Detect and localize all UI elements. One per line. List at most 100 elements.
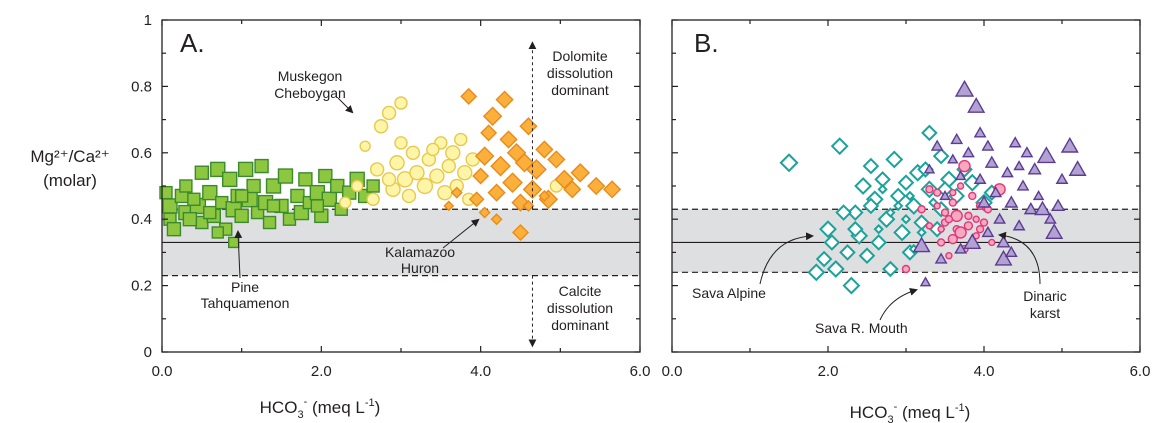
panel-b-series-0-point-2	[815, 250, 833, 268]
panel-a-y-tick-label: 0.4	[131, 211, 152, 228]
panel-b-series-2-point-16	[1004, 195, 1019, 208]
panel-b-series-0-point-18	[882, 260, 899, 278]
panel-a-series-0-point-2	[166, 221, 182, 237]
dinaric-label-line1: Dinaric	[1023, 288, 1067, 304]
panel-a-series-1-point-16	[429, 168, 445, 184]
panel-a-series-1-point-22	[457, 165, 473, 181]
panel-b-series-1-point-11	[964, 211, 973, 221]
panel-b-series-2-point-0	[919, 276, 932, 287]
panel-b-series-0-point-0	[779, 153, 799, 173]
panel-b-series-1-point-0	[901, 264, 911, 274]
panel-b-series-0-point-1	[807, 263, 826, 282]
panel-b-series-1-point-18	[925, 185, 934, 194]
panel-b-series-1-point-21	[958, 159, 971, 173]
panel-b-series-2-point-3	[954, 170, 967, 181]
panel-a-series-2-point-3	[474, 146, 495, 166]
panel-b-series-1-point-30	[975, 224, 985, 234]
panel-b-series-0-point-50	[921, 124, 938, 142]
panel-a-series-2-point-26	[460, 87, 478, 105]
panel-b-series-0-point-21	[893, 223, 912, 242]
panel-a-series-2-point-1	[468, 191, 485, 208]
panel-a-series-2-point-31	[538, 189, 551, 202]
muskegon-label-line1: Muskegon	[278, 68, 343, 84]
panel-b-series-0-point-8	[842, 276, 861, 295]
panel-b-series-2-point-20	[1023, 201, 1038, 215]
panel-b-series-1-point-32	[937, 225, 945, 233]
panel-b-series-2-point-24	[1051, 198, 1066, 212]
panel-a-series-2-point-0	[443, 200, 455, 212]
panel-b-series-2-point-30	[994, 249, 1013, 266]
panel-a-series-1-point-28	[426, 142, 440, 157]
panel-b-series-2-point-9	[976, 195, 992, 208]
panel-b-series-0-point-4	[823, 234, 841, 251]
panel-b-series-1-point-26	[949, 188, 957, 197]
panel-b-series-2-point-40	[930, 139, 944, 151]
panel-b-series-1-point-2	[925, 222, 934, 230]
kalamazoo-leader-arrow	[442, 218, 480, 249]
pine-label-line1: Pine	[231, 279, 259, 295]
panel-a-series-0-point-18	[234, 208, 249, 224]
panel-a-series-2-point-5	[482, 106, 503, 127]
panel-b-series-1-point-3	[933, 188, 942, 197]
panel-a-series-0-point-25	[265, 178, 282, 194]
panel-b-series-2-point-25	[1055, 172, 1069, 184]
panel-b-series-2-point-38	[1032, 189, 1045, 201]
panel-a-series-0-point-28	[282, 212, 297, 226]
panel-a-x-tick-label: 0.0	[152, 363, 173, 380]
panel-b-x-axis-title: HCO3- (meq L-1)	[850, 401, 971, 423]
panel-a-series-0-point-46	[234, 189, 249, 203]
panel-b-series-2-point-41	[954, 242, 968, 254]
panel-a-points	[159, 87, 622, 249]
calcite-label-line1: Calcite	[559, 283, 602, 299]
panel-a-series-0-point-27	[277, 168, 294, 184]
panel-b-series-2-point-39	[923, 163, 936, 174]
panel-a-series-2-point-25	[512, 223, 529, 241]
panel-a-series-1-point-3	[366, 192, 380, 206]
panel-b-series-0-point-22	[897, 174, 915, 191]
panel-b-series-1-point-24	[947, 233, 958, 245]
panel-a-series-2-point-9	[499, 130, 518, 149]
panel-b-series-2-point-6	[963, 233, 982, 249]
panel-b-series-0-point-44	[916, 227, 927, 238]
panel-b-series-2-point-22	[1034, 200, 1051, 216]
panel-a-series-0-point-29	[290, 188, 305, 204]
y-axis-title-line1: Mg²⁺/Ca²⁺	[30, 147, 109, 166]
panel-b-series-0-point-13	[862, 157, 880, 175]
panel-a-series-0-point-45	[203, 205, 217, 220]
panel-a-series-1-point-6	[381, 105, 397, 121]
panel-a-series-1-point-4	[369, 162, 385, 177]
panel-a-series-1-point-18	[437, 184, 453, 201]
panel-b-series-2-point-34	[912, 236, 931, 253]
panel-a-series-0-point-22	[254, 158, 269, 174]
panel-a-series-1-point-2	[359, 140, 371, 152]
panel-b-series-0-point-12	[858, 247, 876, 265]
panel-b-series-1-point-6	[945, 252, 953, 260]
panel-a-series-0-point-24	[262, 215, 277, 230]
panel-b-series-1-point-15	[979, 218, 989, 227]
kalamazoo-label-line2: Huron	[401, 260, 439, 276]
calcite-label-line2: dissolution	[547, 300, 613, 316]
panel-a-series-0-point-35	[318, 168, 333, 184]
panel-a-series-0-point-5	[179, 179, 193, 193]
panel-a-series-2-point-2	[472, 167, 490, 185]
panel-a-series-2-point-30	[450, 186, 463, 199]
panel-b-series-0-point-3	[819, 220, 837, 239]
panel-a-series-0-point-43	[159, 185, 173, 200]
panel-b-series-0-point-19	[885, 150, 904, 169]
muskegon-label-line2: Cheboygan	[274, 85, 346, 101]
dolomite-label-line3: dominant	[551, 82, 609, 98]
panel-a-series-0-point-47	[227, 236, 240, 249]
panel-a-series-1-point-13	[409, 165, 425, 181]
panel-a-y-tick-label: 1	[144, 12, 152, 29]
panel-b-x-tick-label: 4.0	[974, 363, 995, 380]
panel-b-series-0-point-48	[877, 184, 888, 195]
sava-alpine-leader-arrow	[759, 232, 814, 285]
panel-b: 0.0 2.0 4.0 6.0 B. Sava Alpine Sava R. Mout…	[662, 19, 1150, 380]
panel-b-x-tick-label: 0.0	[662, 363, 683, 380]
kalamazoo-label-line1: Kalamazoo	[385, 244, 455, 260]
panel-a-series-2-point-28	[522, 199, 535, 212]
panel-b-series-2-point-12	[989, 186, 1003, 198]
sava-alpine-label: Sava Alpine	[692, 285, 766, 301]
panel-a-y-tick-label: 0.8	[131, 78, 152, 95]
panel-a-axes: 0.0 2.0 4.0 6.0 0 0.2 0.4 0.6 0.8 1	[131, 12, 650, 380]
